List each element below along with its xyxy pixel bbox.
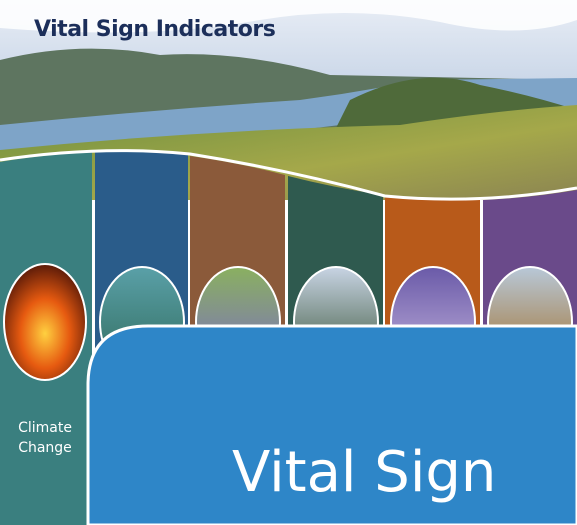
panel-title: Vital Sign [232, 440, 496, 505]
header-title: Vital Sign Indicators [34, 17, 275, 42]
tile-label: Climate Change [8, 418, 82, 458]
page: Vital Sign Indicators Climate Change Vit… [0, 0, 577, 525]
